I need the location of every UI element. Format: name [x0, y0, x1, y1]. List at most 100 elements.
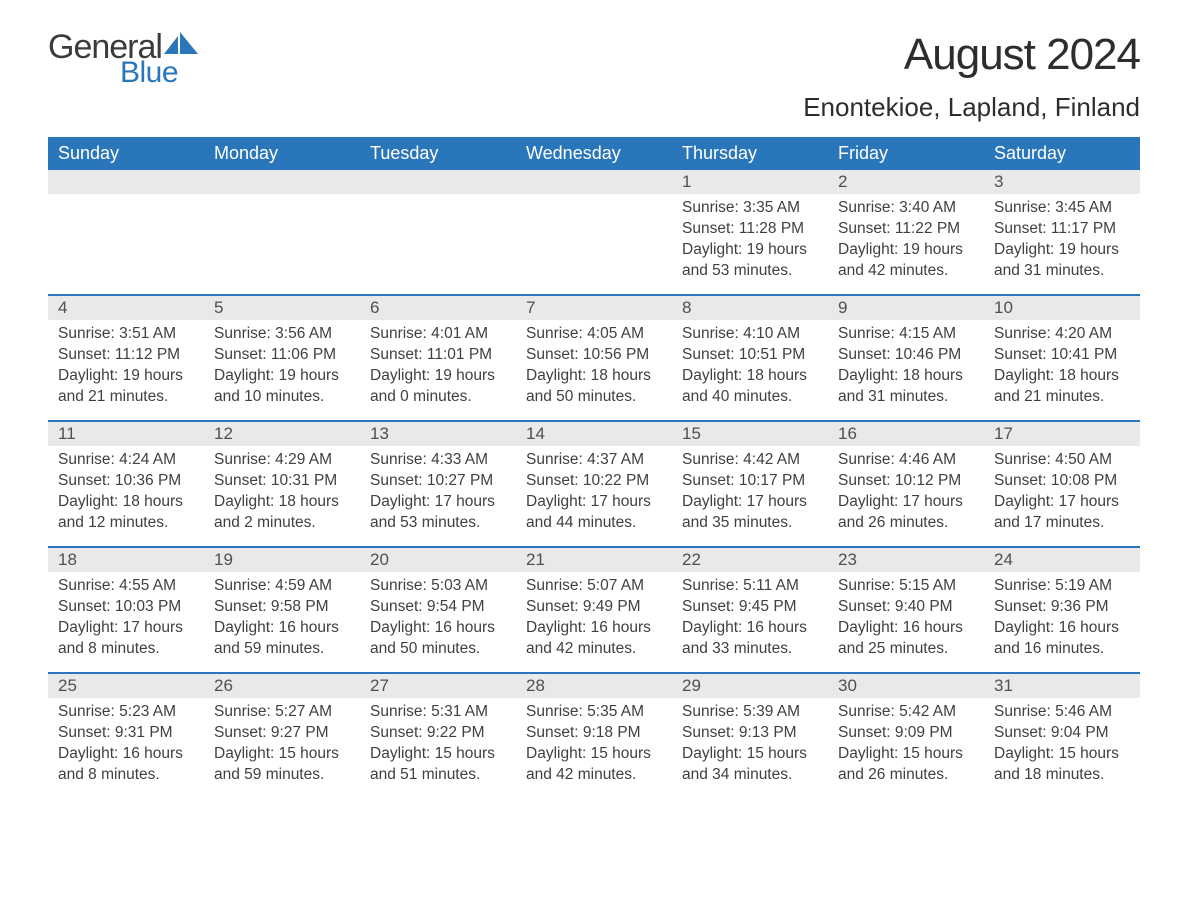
sunset-text: Sunset: 10:41 PM — [994, 345, 1130, 366]
day-content: Sunrise: 5:11 AMSunset: 9:45 PMDaylight:… — [672, 572, 828, 668]
day-content: Sunrise: 5:27 AMSunset: 9:27 PMDaylight:… — [204, 698, 360, 794]
sunset-text: Sunset: 10:31 PM — [214, 471, 350, 492]
daylight-text: Daylight: 16 hours and 8 minutes. — [58, 744, 194, 786]
daylight-text: Daylight: 18 hours and 21 minutes. — [994, 366, 1130, 408]
sunset-text: Sunset: 10:51 PM — [682, 345, 818, 366]
daylight-text: Daylight: 18 hours and 12 minutes. — [58, 492, 194, 534]
day-content: Sunrise: 5:46 AMSunset: 9:04 PMDaylight:… — [984, 698, 1140, 794]
daylight-text: Daylight: 15 hours and 18 minutes. — [994, 744, 1130, 786]
day-cell: 25Sunrise: 5:23 AMSunset: 9:31 PMDayligh… — [48, 674, 204, 798]
daylight-text: Daylight: 17 hours and 17 minutes. — [994, 492, 1130, 534]
sunset-text: Sunset: 9:40 PM — [838, 597, 974, 618]
daylight-text: Daylight: 15 hours and 59 minutes. — [214, 744, 350, 786]
sunset-text: Sunset: 9:04 PM — [994, 723, 1130, 744]
sunrise-text: Sunrise: 4:10 AM — [682, 324, 818, 345]
sunrise-text: Sunrise: 5:03 AM — [370, 576, 506, 597]
day-content: Sunrise: 4:10 AMSunset: 10:51 PMDaylight… — [672, 320, 828, 416]
empty-day-header — [204, 170, 360, 194]
sunset-text: Sunset: 9:31 PM — [58, 723, 194, 744]
day-content: Sunrise: 4:42 AMSunset: 10:17 PMDaylight… — [672, 446, 828, 542]
day-cell — [48, 170, 204, 294]
daylight-text: Daylight: 16 hours and 25 minutes. — [838, 618, 974, 660]
day-number: 21 — [516, 548, 672, 572]
sunrise-text: Sunrise: 4:01 AM — [370, 324, 506, 345]
day-number: 24 — [984, 548, 1140, 572]
day-content: Sunrise: 5:42 AMSunset: 9:09 PMDaylight:… — [828, 698, 984, 794]
day-cell: 15Sunrise: 4:42 AMSunset: 10:17 PMDaylig… — [672, 422, 828, 546]
day-cell: 3Sunrise: 3:45 AMSunset: 11:17 PMDayligh… — [984, 170, 1140, 294]
daylight-text: Daylight: 15 hours and 26 minutes. — [838, 744, 974, 786]
day-content: Sunrise: 4:33 AMSunset: 10:27 PMDaylight… — [360, 446, 516, 542]
sunset-text: Sunset: 11:01 PM — [370, 345, 506, 366]
sunrise-text: Sunrise: 3:40 AM — [838, 198, 974, 219]
day-content: Sunrise: 5:19 AMSunset: 9:36 PMDaylight:… — [984, 572, 1140, 668]
sunset-text: Sunset: 10:36 PM — [58, 471, 194, 492]
sunrise-text: Sunrise: 5:35 AM — [526, 702, 662, 723]
sunrise-text: Sunrise: 5:07 AM — [526, 576, 662, 597]
sunset-text: Sunset: 10:03 PM — [58, 597, 194, 618]
sunrise-text: Sunrise: 5:19 AM — [994, 576, 1130, 597]
day-number: 31 — [984, 674, 1140, 698]
weekday-label: Tuesday — [360, 137, 516, 170]
day-cell: 10Sunrise: 4:20 AMSunset: 10:41 PMDaylig… — [984, 296, 1140, 420]
weekday-header: SundayMondayTuesdayWednesdayThursdayFrid… — [48, 137, 1140, 170]
sunset-text: Sunset: 10:12 PM — [838, 471, 974, 492]
sunrise-text: Sunrise: 5:23 AM — [58, 702, 194, 723]
weekday-label: Sunday — [48, 137, 204, 170]
logo-flag-icon — [164, 32, 198, 58]
day-number: 17 — [984, 422, 1140, 446]
daylight-text: Daylight: 15 hours and 51 minutes. — [370, 744, 506, 786]
daylight-text: Daylight: 16 hours and 59 minutes. — [214, 618, 350, 660]
day-cell — [204, 170, 360, 294]
daylight-text: Daylight: 17 hours and 44 minutes. — [526, 492, 662, 534]
daylight-text: Daylight: 19 hours and 10 minutes. — [214, 366, 350, 408]
day-cell: 6Sunrise: 4:01 AMSunset: 11:01 PMDayligh… — [360, 296, 516, 420]
day-number: 8 — [672, 296, 828, 320]
day-number: 16 — [828, 422, 984, 446]
sunset-text: Sunset: 9:58 PM — [214, 597, 350, 618]
day-cell: 26Sunrise: 5:27 AMSunset: 9:27 PMDayligh… — [204, 674, 360, 798]
day-cell: 23Sunrise: 5:15 AMSunset: 9:40 PMDayligh… — [828, 548, 984, 672]
day-number: 2 — [828, 170, 984, 194]
day-cell: 9Sunrise: 4:15 AMSunset: 10:46 PMDayligh… — [828, 296, 984, 420]
sunrise-text: Sunrise: 4:29 AM — [214, 450, 350, 471]
day-content: Sunrise: 3:35 AMSunset: 11:28 PMDaylight… — [672, 194, 828, 290]
day-content: Sunrise: 5:39 AMSunset: 9:13 PMDaylight:… — [672, 698, 828, 794]
sunrise-text: Sunrise: 5:46 AM — [994, 702, 1130, 723]
sunrise-text: Sunrise: 5:31 AM — [370, 702, 506, 723]
daylight-text: Daylight: 16 hours and 50 minutes. — [370, 618, 506, 660]
daylight-text: Daylight: 19 hours and 42 minutes. — [838, 240, 974, 282]
day-number: 22 — [672, 548, 828, 572]
week-row: 11Sunrise: 4:24 AMSunset: 10:36 PMDaylig… — [48, 420, 1140, 546]
daylight-text: Daylight: 18 hours and 40 minutes. — [682, 366, 818, 408]
sunset-text: Sunset: 10:17 PM — [682, 471, 818, 492]
day-content: Sunrise: 4:50 AMSunset: 10:08 PMDaylight… — [984, 446, 1140, 542]
day-number: 15 — [672, 422, 828, 446]
day-content: Sunrise: 5:07 AMSunset: 9:49 PMDaylight:… — [516, 572, 672, 668]
daylight-text: Daylight: 18 hours and 31 minutes. — [838, 366, 974, 408]
day-content: Sunrise: 4:37 AMSunset: 10:22 PMDaylight… — [516, 446, 672, 542]
day-number: 23 — [828, 548, 984, 572]
daylight-text: Daylight: 19 hours and 21 minutes. — [58, 366, 194, 408]
sunset-text: Sunset: 10:56 PM — [526, 345, 662, 366]
sunset-text: Sunset: 9:13 PM — [682, 723, 818, 744]
sunset-text: Sunset: 10:27 PM — [370, 471, 506, 492]
sunset-text: Sunset: 10:22 PM — [526, 471, 662, 492]
sunrise-text: Sunrise: 4:42 AM — [682, 450, 818, 471]
day-content: Sunrise: 4:01 AMSunset: 11:01 PMDaylight… — [360, 320, 516, 416]
sunrise-text: Sunrise: 4:20 AM — [994, 324, 1130, 345]
day-number: 14 — [516, 422, 672, 446]
sunrise-text: Sunrise: 4:15 AM — [838, 324, 974, 345]
week-row: 25Sunrise: 5:23 AMSunset: 9:31 PMDayligh… — [48, 672, 1140, 798]
weekday-label: Saturday — [984, 137, 1140, 170]
day-content: Sunrise: 5:35 AMSunset: 9:18 PMDaylight:… — [516, 698, 672, 794]
day-content: Sunrise: 5:31 AMSunset: 9:22 PMDaylight:… — [360, 698, 516, 794]
day-content: Sunrise: 4:15 AMSunset: 10:46 PMDaylight… — [828, 320, 984, 416]
day-cell: 30Sunrise: 5:42 AMSunset: 9:09 PMDayligh… — [828, 674, 984, 798]
day-cell: 12Sunrise: 4:29 AMSunset: 10:31 PMDaylig… — [204, 422, 360, 546]
day-content: Sunrise: 4:59 AMSunset: 9:58 PMDaylight:… — [204, 572, 360, 668]
daylight-text: Daylight: 19 hours and 0 minutes. — [370, 366, 506, 408]
sunrise-text: Sunrise: 3:51 AM — [58, 324, 194, 345]
day-cell: 20Sunrise: 5:03 AMSunset: 9:54 PMDayligh… — [360, 548, 516, 672]
daylight-text: Daylight: 18 hours and 2 minutes. — [214, 492, 350, 534]
